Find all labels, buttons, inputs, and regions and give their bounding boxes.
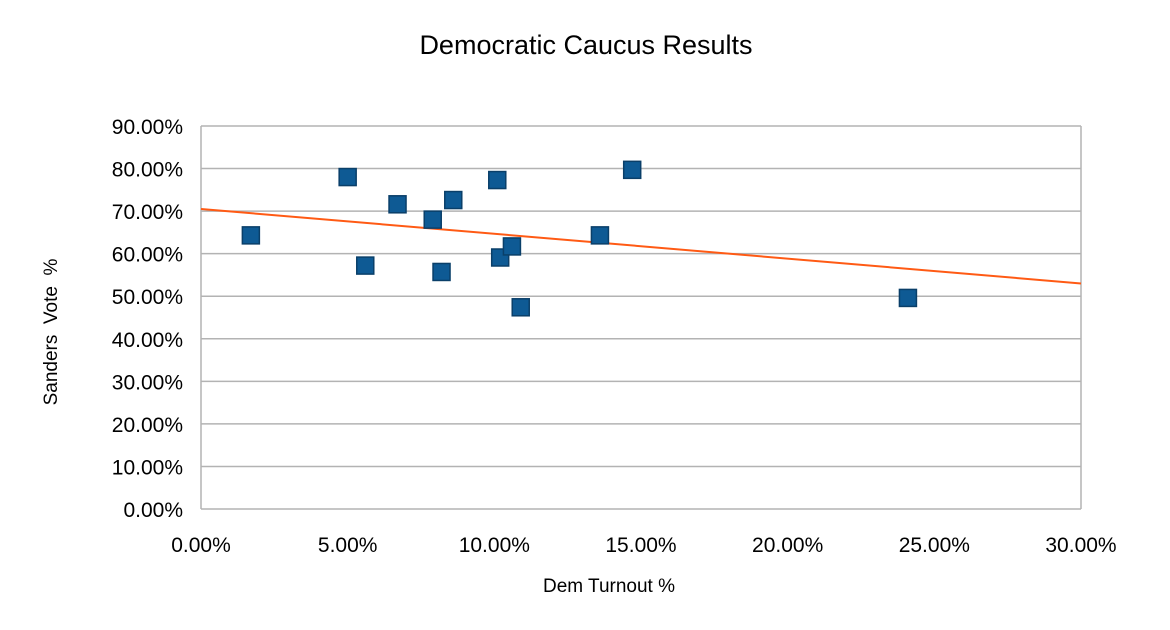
x-tick-label: 20.00% (752, 534, 823, 557)
y-tick-label: 80.00% (112, 159, 183, 182)
y-axis-ticks: 0.00% 10.00% 20.00% 30.00% 40.00% 50.00% 60.00… (112, 116, 183, 522)
axes (200, 126, 1082, 509)
y-tick-label: 70.00% (112, 201, 183, 224)
x-axis-label: Dem Turnout % (543, 576, 675, 597)
y-tick-label: 90.00% (112, 116, 183, 139)
x-tick-label: 10.00% (459, 534, 530, 557)
data-point (432, 262, 451, 282)
x-tick-label: 0.00% (171, 534, 231, 557)
x-axis-ticks: 0.00% 5.00% 10.00% 15.00% 20.00% 25.00% 30.00% (171, 534, 1116, 557)
y-axis-label: Sanders Vote % (41, 258, 62, 405)
x-tick-label: 30.00% (1045, 534, 1116, 557)
data-point (898, 288, 918, 308)
data-point (590, 226, 610, 245)
data-point (488, 170, 507, 190)
y-tick-label: 50.00% (112, 286, 183, 309)
data-points (241, 160, 918, 317)
data-point (241, 226, 261, 245)
data-point (388, 195, 407, 214)
data-point (338, 167, 357, 187)
y-tick-label: 40.00% (112, 329, 183, 352)
gridlines (201, 125, 1081, 510)
x-tick-label: 5.00% (318, 534, 378, 557)
y-tick-label: 20.00% (112, 414, 183, 437)
data-point (444, 190, 463, 210)
y-tick-label: 10.00% (112, 456, 183, 479)
data-point (423, 210, 442, 229)
x-tick-label: 15.00% (605, 534, 676, 557)
x-tick-label: 25.00% (899, 534, 970, 557)
y-tick-label: 0.00% (123, 499, 183, 522)
data-point (502, 237, 522, 256)
chart-title: Democratic Caucus Results (419, 30, 752, 60)
data-point (622, 160, 642, 180)
data-point (356, 256, 375, 275)
data-point (511, 298, 530, 317)
y-tick-label: 60.00% (112, 244, 183, 267)
trendline (200, 207, 1082, 285)
y-tick-label: 30.00% (112, 371, 183, 394)
trendline-layer (200, 207, 1082, 285)
